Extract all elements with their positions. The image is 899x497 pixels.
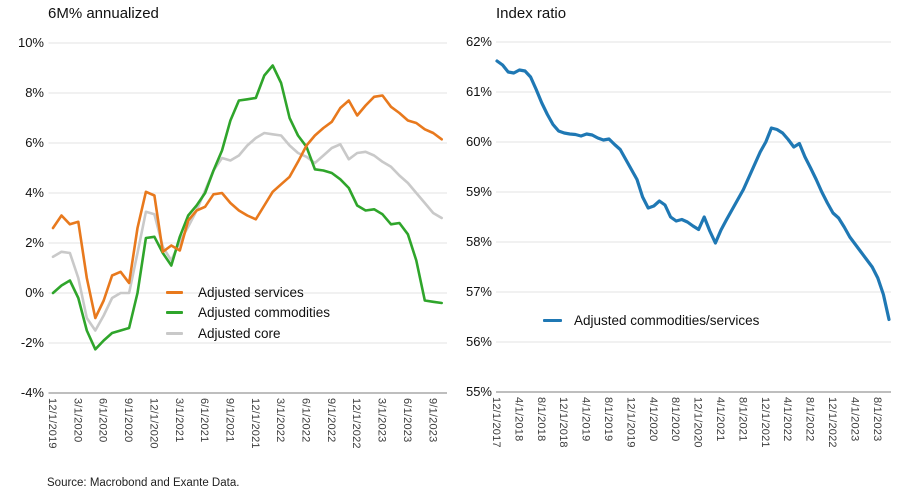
left-chart-legend: Adjusted services Adjusted commodities Adj…	[166, 282, 330, 344]
y-tick-label: 59%	[465, 184, 492, 199]
y-tick-label: 62%	[465, 34, 492, 49]
x-tick-label: 3/1/2022	[274, 398, 287, 443]
x-tick-label: 12/1/2018	[557, 397, 570, 448]
x-tick-label: 4/1/2023	[848, 397, 861, 442]
y-tick-label: 57%	[465, 284, 492, 299]
legend-swatch	[543, 318, 562, 322]
legend-item: Adjusted commodities	[166, 303, 330, 324]
x-tick-label: 4/1/2020	[646, 397, 659, 442]
series-line-adjusted-core	[51, 131, 444, 332]
x-tick-label: 4/1/2021	[714, 397, 726, 442]
y-tick-label: 55%	[465, 384, 492, 399]
y-tick-label: 4%	[25, 185, 44, 200]
x-tick-label: 8/1/2019	[602, 397, 614, 442]
x-tick-label: 6/1/2023	[400, 398, 413, 443]
x-tick-label: 12/1/2020	[147, 398, 160, 449]
x-tick-label: 8/1/2023	[870, 397, 883, 442]
legend-swatch	[166, 331, 183, 335]
x-tick-label: 6/1/2021	[198, 398, 211, 443]
y-tick-label: 10%	[17, 35, 44, 50]
y-tick-label: -4%	[20, 385, 44, 400]
x-tick-label: 12/1/2017	[490, 397, 502, 448]
x-tick-label: 4/1/2022	[781, 397, 794, 442]
x-tick-label: 3/1/2023	[375, 398, 388, 443]
y-tick-label: 60%	[465, 134, 492, 149]
x-tick-label: 6/1/2020	[96, 398, 109, 443]
series-line-adjusted-services	[51, 94, 444, 320]
x-tick-label: 6/1/2022	[299, 398, 312, 443]
x-tick-label: 9/1/2022	[324, 398, 337, 443]
y-tick-label: 6%	[25, 135, 44, 150]
y-tick-label: 0%	[25, 285, 44, 300]
x-tick-label: 9/1/2020	[122, 398, 135, 443]
right-chart-legend: Adjusted commodities/services	[543, 310, 759, 331]
x-tick-label: 8/1/2021	[736, 397, 749, 442]
x-tick-label: 8/1/2022	[803, 397, 816, 442]
x-tick-label: 12/1/2019	[624, 397, 637, 448]
x-tick-label: 3/1/2020	[71, 398, 84, 443]
x-tick-label: 12/1/2022	[350, 398, 363, 449]
source-note: Source: Macrobond and Exante Data.	[47, 477, 240, 489]
x-tick-label: 12/1/2021	[758, 397, 771, 448]
legend-item: Adjusted commodities/services	[543, 310, 759, 331]
legend-item: Adjusted services	[166, 282, 330, 303]
x-tick-label: 12/1/2019	[46, 398, 58, 449]
right-chart-title: Index ratio	[496, 5, 567, 22]
x-tick-label: 4/1/2019	[579, 397, 592, 442]
x-tick-label: 12/1/2022	[826, 397, 838, 448]
x-tick-label: 3/1/2021	[172, 398, 185, 443]
x-tick-label: 12/1/2020	[691, 397, 704, 448]
x-tick-label: 9/1/2021	[223, 398, 236, 443]
legend-swatch	[166, 311, 183, 315]
legend-item: Adjusted core	[166, 323, 330, 344]
y-tick-label: -2%	[20, 335, 44, 350]
legend-label: Adjusted core	[198, 325, 281, 341]
y-tick-label: 58%	[465, 234, 492, 249]
legend-swatch	[166, 290, 183, 294]
legend-label: Adjusted services	[198, 284, 304, 300]
y-tick-label: 61%	[465, 84, 492, 99]
left-chart-title: 6M% annualized	[48, 5, 159, 22]
legend-label: Adjusted commodities	[198, 305, 331, 321]
y-tick-label: 56%	[465, 334, 492, 349]
x-tick-label: 8/1/2020	[669, 397, 682, 442]
series-line-adjusted-commodities-services	[495, 59, 891, 322]
series-line-adjusted-commodities	[51, 64, 444, 351]
x-tick-label: 9/1/2023	[426, 398, 439, 443]
y-tick-label: 8%	[25, 85, 44, 100]
y-tick-label: 2%	[25, 235, 44, 250]
x-tick-label: 4/1/2018	[512, 397, 525, 442]
x-tick-label: 8/1/2018	[534, 397, 547, 442]
x-tick-label: 12/1/2021	[248, 398, 261, 449]
legend-label: Adjusted commodities/services	[574, 312, 760, 328]
